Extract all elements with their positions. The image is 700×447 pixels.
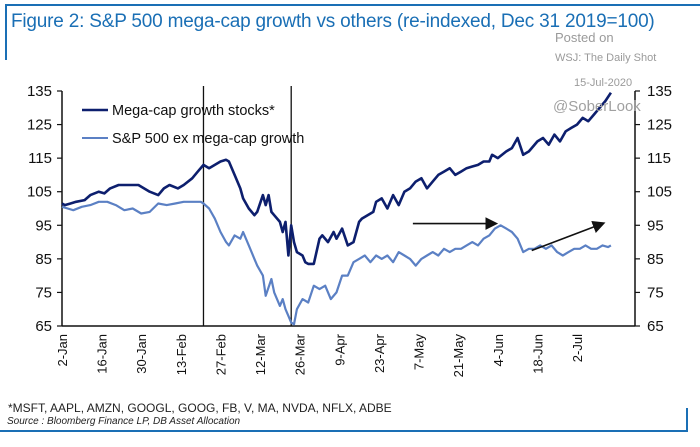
y-tick-label-left: 85: [35, 251, 52, 268]
annotation-arrow: [531, 221, 606, 252]
y-tick-label-right: 65: [647, 318, 664, 335]
x-tick-label: 27-Feb: [213, 334, 228, 375]
vertical-markers: [202, 86, 292, 326]
y-tick-label-left: 65: [35, 318, 52, 335]
y-tick-label-right: 85: [647, 251, 664, 268]
y-tick-label-left: 125: [27, 117, 52, 134]
source-note: Source : Bloomberg Finance LP, DB Asset …: [7, 416, 241, 427]
y-tick-label-right: 115: [647, 150, 671, 167]
figure-title: Figure 2: S&P 500 mega-cap growth vs oth…: [11, 11, 655, 32]
frame-left-border: [5, 4, 7, 60]
x-tick-label: 21-May: [451, 334, 466, 378]
frame-right-border: [686, 408, 688, 432]
watermark-handle: @SoberLook: [553, 98, 641, 115]
x-tick-label: 30-Jan: [134, 334, 149, 374]
footnote: *MSFT, AAPL, AMZN, GOOGL, GOOG, FB, V, M…: [8, 401, 392, 415]
y-tick-label-right: 105: [647, 184, 672, 201]
watermark-posted-on: Posted on: [555, 30, 614, 45]
y-tick-label-left: 115: [28, 150, 52, 167]
series-line-mega-cap: [61, 91, 612, 266]
x-tick-label: 23-Apr: [372, 333, 387, 373]
y-tick-label-left: 75: [35, 284, 52, 301]
y-tick-label-right: 125: [647, 117, 672, 134]
x-tick-label: 12-Mar: [253, 333, 268, 375]
x-tick-label: 7-May: [412, 334, 427, 371]
legend-label-mega: Mega-cap growth stocks*: [112, 103, 275, 119]
frame-bottom-border: [0, 430, 688, 432]
y-tick-label-left: 95: [35, 217, 52, 234]
x-tick-label: 2-Jul: [570, 334, 585, 362]
annotation-arrows: [412, 217, 606, 252]
y-tick-label-left: 135: [27, 83, 52, 100]
axes: 135 135 125 125 115 115 105 105 95 95 85 85 75 75 65 65…: [27, 83, 672, 377]
watermark-publisher: WSJ: The Daily Shot: [555, 52, 657, 64]
x-tick-label: 18-Jun: [530, 334, 545, 374]
x-tick-label: 4-Jun: [491, 334, 506, 367]
y-tick-label-right: 95: [647, 217, 664, 234]
y-tick-label-left: 105: [27, 184, 52, 201]
series-lines: [61, 91, 612, 326]
x-tick-label: 16-Jan: [95, 334, 110, 374]
y-tick-label-right: 75: [647, 284, 664, 301]
series-line-ex-mega-cap: [61, 200, 612, 326]
watermark-date: 15-Jul-2020: [574, 77, 633, 89]
legend: Mega-cap growth stocks* S&P 500 ex mega-…: [82, 103, 304, 147]
x-tick-label: 26-Mar: [293, 333, 308, 375]
y-tick-label-right: 135: [647, 83, 672, 100]
x-tick-label: 9-Apr: [332, 333, 347, 365]
legend-label-ex: S&P 500 ex mega-cap growth: [112, 131, 304, 147]
frame-top-border: [5, 4, 700, 6]
x-tick-label: 13-Feb: [174, 334, 189, 375]
x-tick-label: 2-Jan: [55, 334, 70, 367]
